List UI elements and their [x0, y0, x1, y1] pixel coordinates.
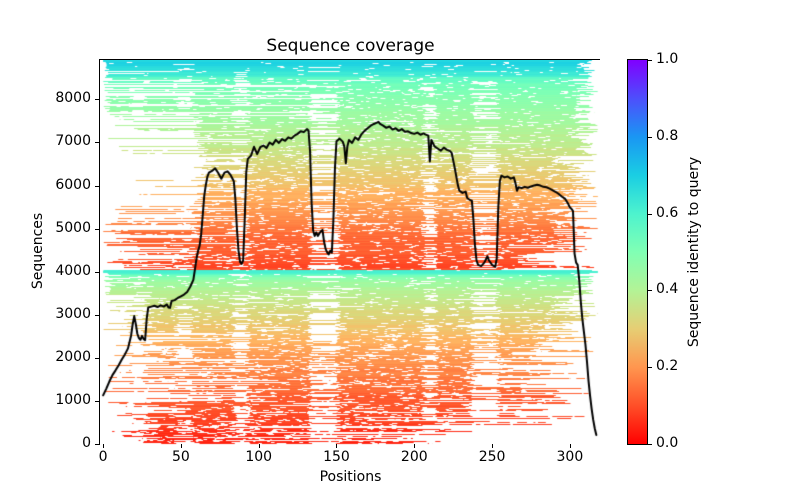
- x-tick-label: 250: [478, 449, 506, 465]
- y-tick-mark: [95, 314, 99, 316]
- colorbar: [627, 59, 648, 445]
- msa-raster-canvas: [100, 60, 601, 445]
- colorbar-tick-label: 0.6: [656, 204, 679, 221]
- x-tick-label: 0: [98, 449, 108, 465]
- colorbar-tick-mark: [648, 60, 652, 61]
- colorbar-tick-mark: [648, 213, 652, 215]
- x-tick-label: 150: [323, 449, 350, 465]
- x-tick-label: 50: [171, 449, 190, 465]
- colorbar-tick-label: 0.0: [656, 435, 679, 451]
- y-tick-mark: [95, 357, 99, 359]
- colorbar-tick-label: 0.4: [656, 281, 679, 298]
- colorbar-tick-label: 0.2: [656, 358, 679, 375]
- colorbar-tick-label: 0.8: [656, 127, 679, 144]
- x-tick-label: 200: [400, 449, 428, 465]
- x-tick-label: 300: [556, 449, 584, 465]
- colorbar-label: Sequence identity to query: [686, 156, 702, 348]
- colorbar-tick-mark: [648, 290, 652, 292]
- y-tick-mark: [95, 444, 99, 445]
- x-tick-mark: [258, 444, 260, 448]
- y-tick-label: 8000: [55, 90, 91, 107]
- y-tick-mark: [95, 400, 99, 402]
- colorbar-tick-mark: [648, 444, 652, 445]
- colorbar-tick-label: 1.0: [656, 51, 679, 67]
- y-tick-label: 7000: [55, 133, 91, 150]
- colorbar-tick-mark: [648, 136, 652, 138]
- y-tick-label: 5000: [55, 219, 91, 236]
- y-tick-label: 1000: [55, 391, 91, 408]
- x-tick-label: 100: [245, 449, 273, 465]
- x-tick-mark: [336, 444, 338, 448]
- colorbar-tick-mark: [648, 367, 652, 369]
- y-tick-label: 3000: [55, 305, 91, 322]
- y-tick-label: 2000: [55, 348, 91, 365]
- y-tick-mark: [95, 99, 99, 101]
- y-tick-label: 6000: [55, 176, 91, 193]
- x-tick-mark: [569, 444, 571, 448]
- y-tick-mark: [95, 185, 99, 187]
- y-tick-mark: [95, 228, 99, 230]
- x-tick-mark: [180, 444, 182, 448]
- chart-title: Sequence coverage: [266, 36, 435, 56]
- y-tick-mark: [95, 271, 99, 273]
- y-tick-mark: [95, 142, 99, 144]
- x-axis-label: Positions: [319, 469, 382, 485]
- y-tick-label: 0: [82, 435, 91, 451]
- colorbar-gradient: [628, 60, 647, 444]
- x-tick-mark: [103, 444, 105, 448]
- y-tick-label: 4000: [55, 262, 91, 279]
- x-tick-mark: [492, 444, 494, 448]
- x-tick-mark: [414, 444, 416, 448]
